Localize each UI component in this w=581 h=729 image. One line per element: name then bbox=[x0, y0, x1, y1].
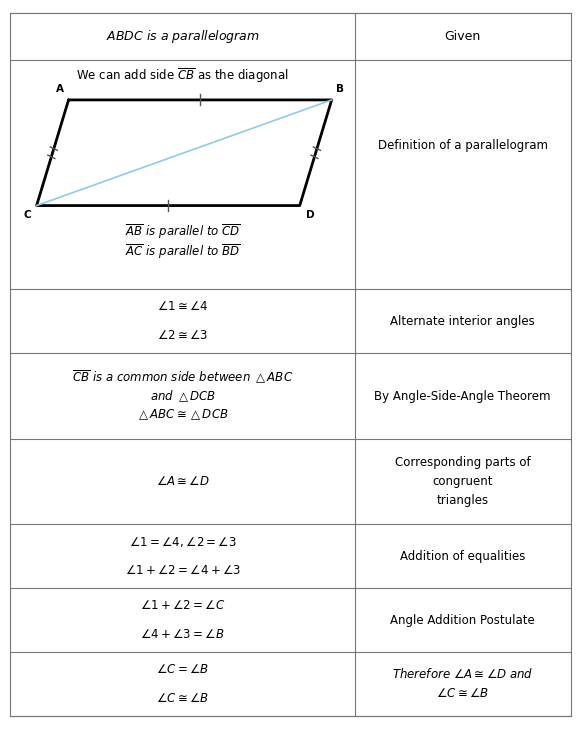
Text: Therefore $\angle A \cong \angle D$ and
$\angle C \cong \angle B$: Therefore $\angle A \cong \angle D$ and … bbox=[392, 668, 533, 701]
Text: $ABDC$ is a parallelogram: $ABDC$ is a parallelogram bbox=[106, 28, 260, 45]
Text: $\overline{AB}$ is parallel to $\overline{CD}$: $\overline{AB}$ is parallel to $\overlin… bbox=[125, 222, 241, 241]
Text: B: B bbox=[336, 84, 345, 94]
Text: A: A bbox=[56, 84, 64, 94]
Text: We can add side $\overline{CB}$ as the diagonal: We can add side $\overline{CB}$ as the d… bbox=[76, 66, 289, 85]
Text: Given: Given bbox=[444, 30, 481, 43]
Text: $\angle 1 + \angle 2 = \angle C$: $\angle 1 + \angle 2 = \angle C$ bbox=[140, 599, 225, 612]
Text: $\angle A \cong \angle D$: $\angle A \cong \angle D$ bbox=[156, 475, 210, 488]
Text: Angle Addition Postulate: Angle Addition Postulate bbox=[390, 614, 535, 627]
Text: $\overline{CB}$ is a common side between $\triangle ABC$: $\overline{CB}$ is a common side between… bbox=[72, 368, 293, 386]
Text: Definition of a parallelogram: Definition of a parallelogram bbox=[378, 139, 548, 152]
Text: and $\triangle DCB$: and $\triangle DCB$ bbox=[150, 389, 216, 404]
Text: By Angle-Side-Angle Theorem: By Angle-Side-Angle Theorem bbox=[375, 389, 551, 402]
Text: C: C bbox=[23, 210, 31, 220]
Text: $\angle 1 \cong \angle 4$: $\angle 1 \cong \angle 4$ bbox=[157, 300, 209, 313]
Text: $\angle 1 + \angle 2 = \angle 4 + \angle 3$: $\angle 1 + \angle 2 = \angle 4 + \angle… bbox=[124, 564, 241, 577]
Text: Corresponding parts of
congruent
triangles: Corresponding parts of congruent triangl… bbox=[395, 456, 530, 507]
Text: $\angle 1 = \angle 4, \angle 2 = \angle 3$: $\angle 1 = \angle 4, \angle 2 = \angle … bbox=[129, 535, 236, 549]
Text: $\angle 4 + \angle 3 = \angle B$: $\angle 4 + \angle 3 = \angle B$ bbox=[141, 628, 225, 642]
Text: $\triangle ABC \cong \triangle DCB$: $\triangle ABC \cong \triangle DCB$ bbox=[137, 408, 229, 422]
Text: $\overline{AC}$ is parallel to $\overline{BD}$: $\overline{AC}$ is parallel to $\overlin… bbox=[125, 242, 241, 261]
Text: Addition of equalities: Addition of equalities bbox=[400, 550, 525, 563]
Text: $\angle C \cong \angle B$: $\angle C \cong \angle B$ bbox=[156, 692, 209, 705]
Text: $\angle 2 \cong \angle 3$: $\angle 2 \cong \angle 3$ bbox=[157, 330, 209, 343]
Text: $\angle C = \angle B$: $\angle C = \angle B$ bbox=[156, 663, 209, 676]
Text: Alternate interior angles: Alternate interior angles bbox=[390, 315, 535, 328]
Text: D: D bbox=[306, 210, 314, 220]
